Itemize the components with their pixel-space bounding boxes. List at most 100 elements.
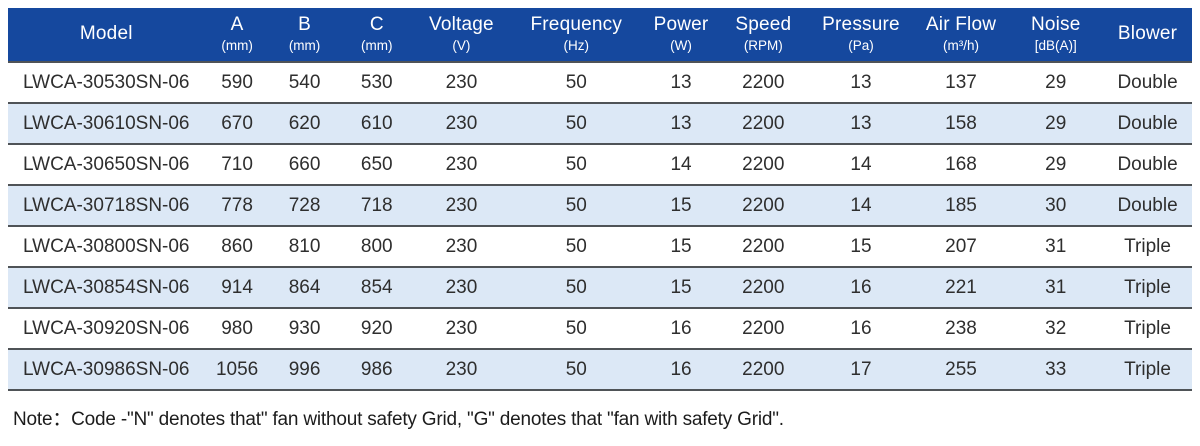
value-cell: 14 xyxy=(670,153,692,175)
column-unit: (m³/h) xyxy=(943,37,980,53)
value-cell: 238 xyxy=(945,317,977,339)
value-cell: 33 xyxy=(1045,358,1067,380)
model-cell: LWCA-30718SN-06 xyxy=(23,194,190,216)
value-cell: 2200 xyxy=(742,276,785,298)
value-cell: 540 xyxy=(288,71,321,93)
value-cell: Double xyxy=(1117,112,1178,134)
column-unit: (Pa) xyxy=(848,37,874,53)
value-cell: 50 xyxy=(565,112,587,134)
column-label: Voltage xyxy=(429,13,494,35)
value-cell: 15 xyxy=(670,276,692,298)
value-cell: 230 xyxy=(445,153,478,175)
value-cell: Double xyxy=(1117,153,1178,175)
value-cell: Double xyxy=(1117,71,1178,93)
value-cell: 230 xyxy=(445,317,478,339)
value-cell: 620 xyxy=(288,112,321,134)
table-row: LWCA-30854SN-06 914 864 854 230 50 15 2200 16 221… xyxy=(8,267,1192,308)
value-cell: 50 xyxy=(565,235,587,257)
table-row: LWCA-30610SN-06 670 620 610 230 50 13 2200 13 158… xyxy=(8,103,1192,144)
value-cell: 255 xyxy=(945,358,977,380)
value-cell: 50 xyxy=(565,276,587,298)
value-cell: 2200 xyxy=(742,194,785,216)
column-label: Speed xyxy=(735,13,792,35)
value-cell: 810 xyxy=(288,235,321,257)
column-label: A xyxy=(230,13,244,35)
column-unit: (mm) xyxy=(288,37,321,53)
value-cell: 230 xyxy=(445,71,478,93)
value-cell: 13 xyxy=(670,112,692,134)
value-cell: 29 xyxy=(1045,112,1067,134)
column-label: Blower xyxy=(1117,22,1178,44)
value-cell: 50 xyxy=(565,317,587,339)
value-cell: 15 xyxy=(850,235,872,257)
value-cell: 530 xyxy=(360,71,393,93)
value-cell: 50 xyxy=(565,153,587,175)
value-cell: 660 xyxy=(288,153,321,175)
value-cell: 2200 xyxy=(742,317,785,339)
value-cell: 13 xyxy=(850,112,872,134)
model-cell: LWCA-30854SN-06 xyxy=(23,276,190,298)
value-cell: 207 xyxy=(945,235,977,257)
table-header: Model A (mm) B (mm) C (mm) Voltage (V) Frequency (… xyxy=(8,8,1192,62)
value-cell: 30 xyxy=(1045,194,1067,216)
value-cell: 16 xyxy=(850,317,872,339)
column-label: C xyxy=(369,13,384,35)
value-cell: 670 xyxy=(221,112,253,134)
value-cell: 230 xyxy=(445,276,478,298)
value-cell: 50 xyxy=(565,358,587,380)
column-header-blower: Blower xyxy=(1103,8,1192,62)
column-label: Noise xyxy=(1030,13,1081,35)
value-cell: 31 xyxy=(1045,235,1067,257)
value-cell: 17 xyxy=(850,358,872,380)
value-cell: 14 xyxy=(850,194,872,216)
column-unit: (RPM) xyxy=(743,37,783,53)
value-cell: 980 xyxy=(221,317,253,339)
value-cell: 864 xyxy=(288,276,321,298)
value-cell: 185 xyxy=(945,194,977,216)
value-cell: Double xyxy=(1117,194,1178,216)
value-cell: 32 xyxy=(1045,317,1067,339)
column-unit: (W) xyxy=(670,37,692,53)
value-cell: 158 xyxy=(945,112,977,134)
value-cell: 920 xyxy=(360,317,393,339)
table-row: LWCA-30530SN-06 590 540 530 230 50 13 2200 13 137… xyxy=(8,62,1192,103)
value-cell: 728 xyxy=(288,194,321,216)
value-cell: 50 xyxy=(565,194,587,216)
column-header-noise: Noise [dB(A)] xyxy=(1008,8,1103,62)
value-cell: 15 xyxy=(670,235,692,257)
value-cell: 2200 xyxy=(742,112,785,134)
value-cell: 16 xyxy=(670,358,692,380)
value-cell: 710 xyxy=(221,153,253,175)
column-unit: (mm) xyxy=(221,37,253,53)
value-cell: Triple xyxy=(1124,358,1171,380)
column-unit: [dB(A)] xyxy=(1034,37,1077,53)
value-cell: 29 xyxy=(1045,71,1067,93)
column-header-c: C (mm) xyxy=(339,8,414,62)
value-cell: Triple xyxy=(1124,317,1171,339)
value-cell: 50 xyxy=(565,71,587,93)
model-cell: LWCA-30920SN-06 xyxy=(23,317,190,339)
column-header-frequency: Frequency (Hz) xyxy=(509,8,644,62)
model-cell: LWCA-30986SN-06 xyxy=(23,358,190,380)
column-header-speed: Speed (RPM) xyxy=(718,8,808,62)
value-cell: 2200 xyxy=(742,153,785,175)
value-cell: 930 xyxy=(288,317,321,339)
value-cell: 996 xyxy=(288,358,321,380)
column-label: Model xyxy=(79,22,133,44)
header-row: Model A (mm) B (mm) C (mm) Voltage (V) Frequency (… xyxy=(8,8,1192,62)
column-header-power: Power (W) xyxy=(644,8,719,62)
column-unit: (V) xyxy=(452,37,471,53)
column-label: Power xyxy=(653,13,709,35)
fan-spec-table: Model A (mm) B (mm) C (mm) Voltage (V) Frequency (… xyxy=(8,8,1192,391)
column-label: Pressure xyxy=(822,13,900,35)
value-cell: 230 xyxy=(445,358,478,380)
value-cell: 1056 xyxy=(215,358,259,380)
column-unit: (Hz) xyxy=(563,37,590,53)
value-cell: Triple xyxy=(1124,235,1171,257)
value-cell: 778 xyxy=(221,194,253,216)
column-label: Frequency xyxy=(530,13,623,35)
value-cell: 2200 xyxy=(742,235,785,257)
value-cell: 718 xyxy=(360,194,393,216)
column-unit: (mm) xyxy=(361,37,393,53)
value-cell: 15 xyxy=(670,194,692,216)
